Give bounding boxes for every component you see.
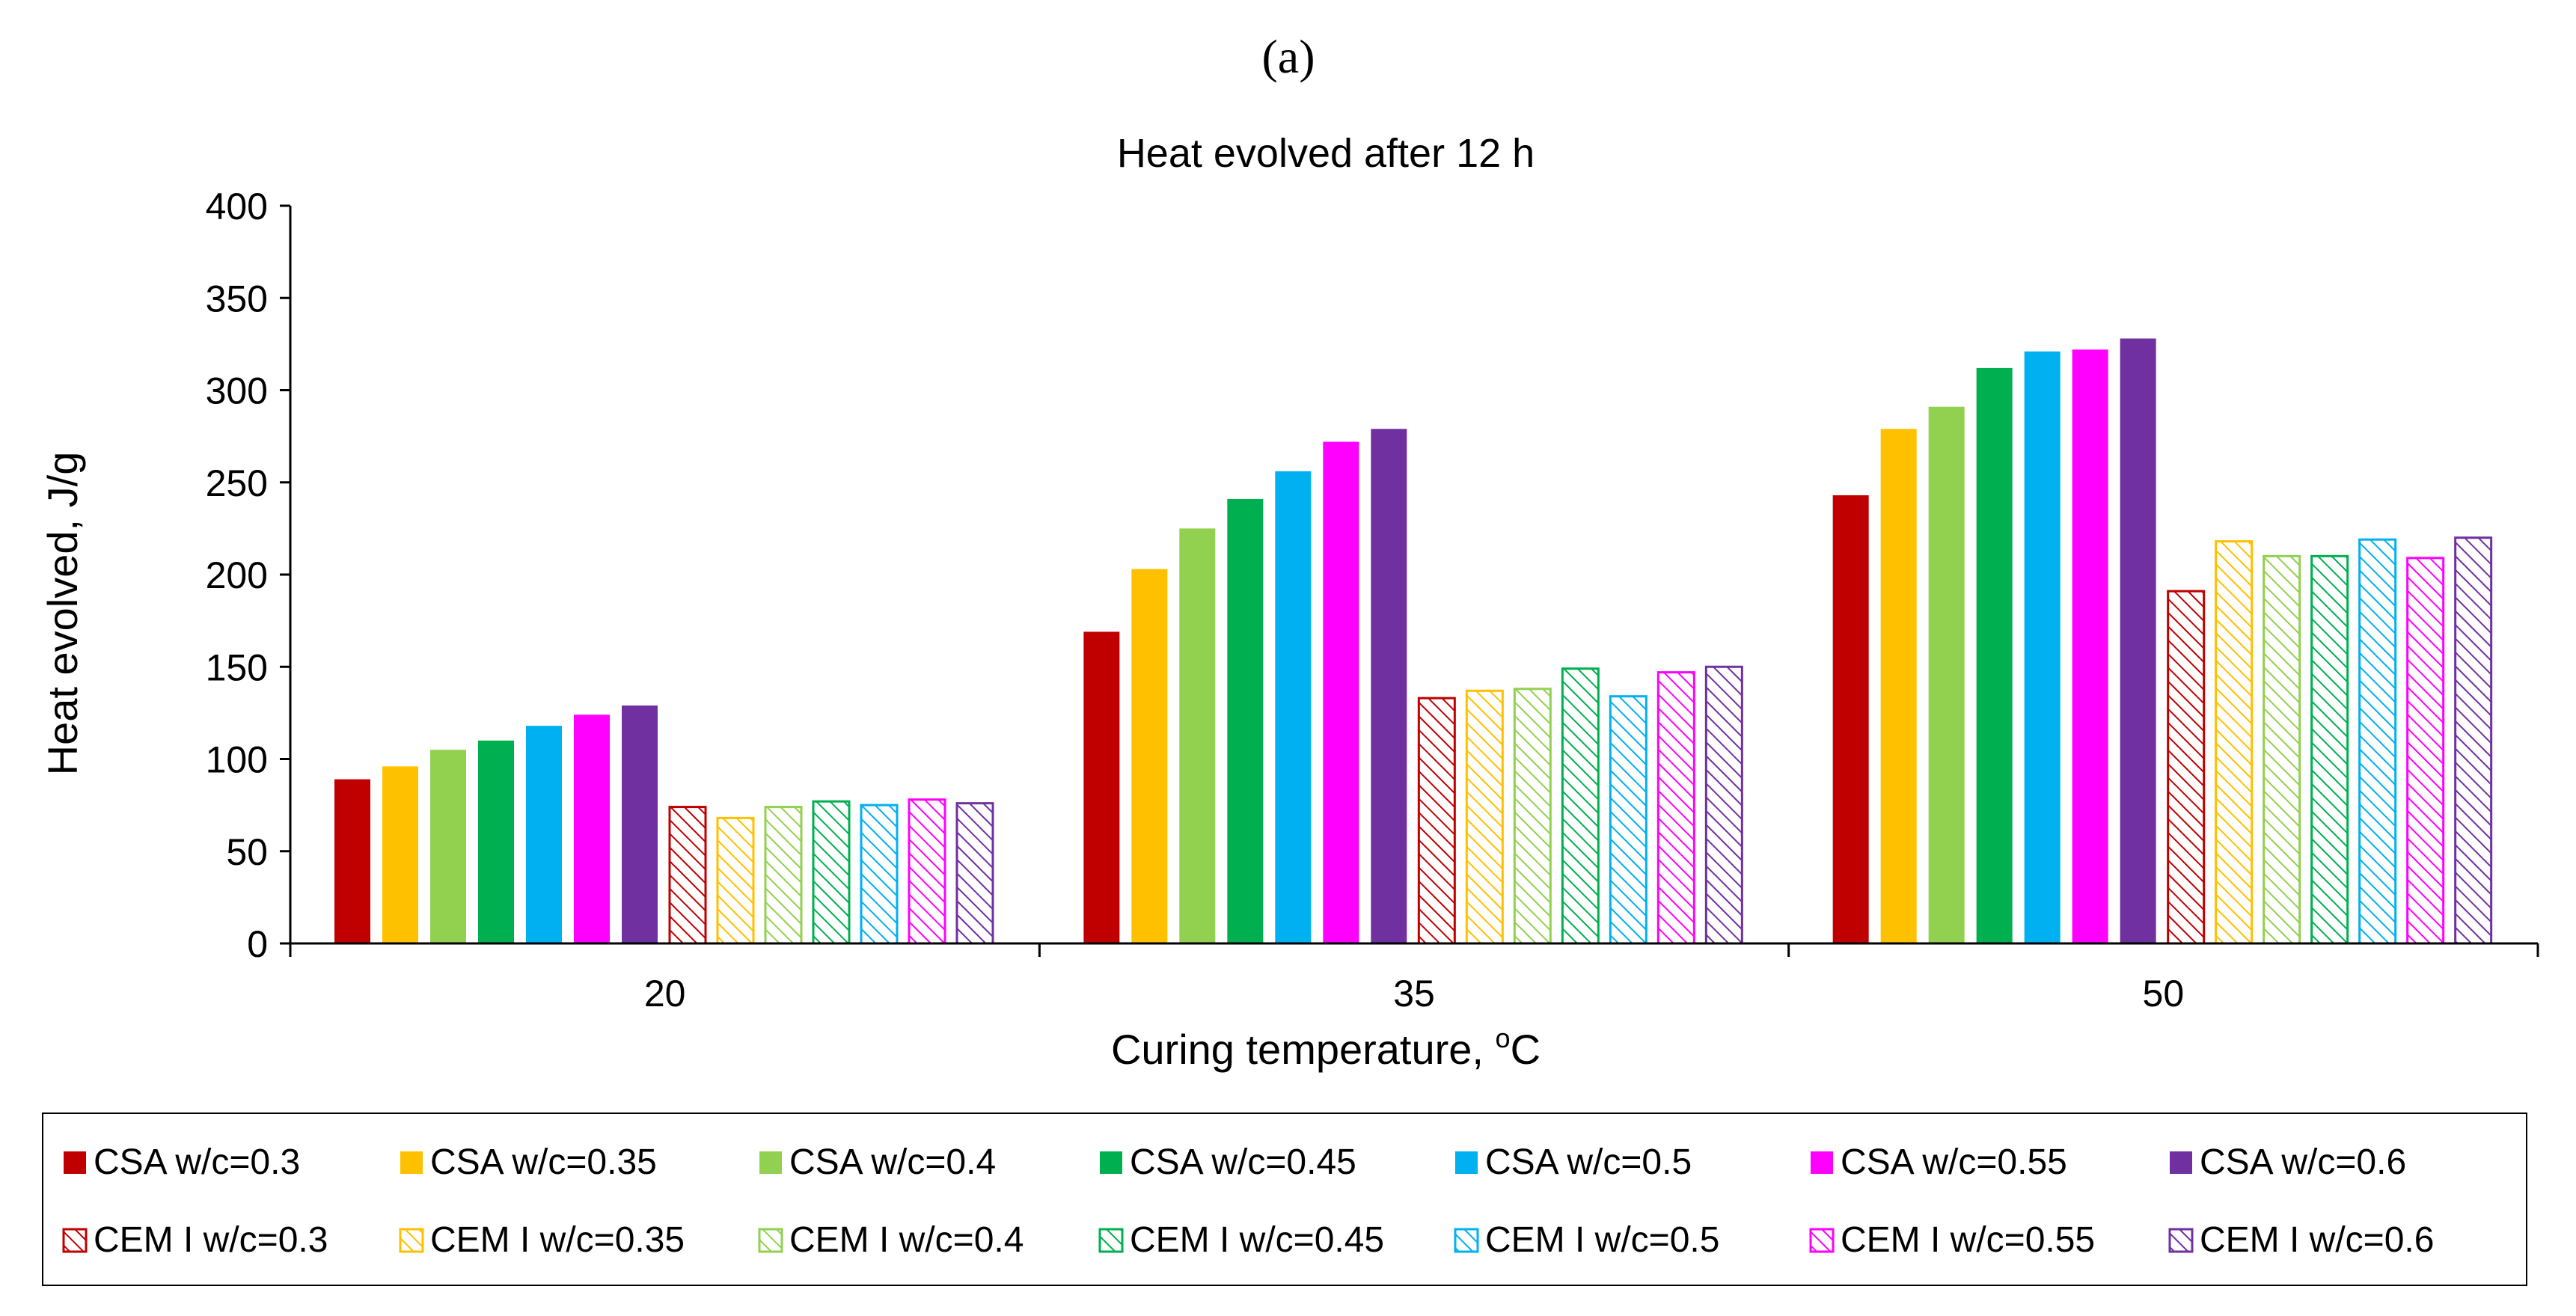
y-tick-label-400: 400: [206, 186, 268, 227]
legend: CSA w/c=0.3 CSA w/c=0.35 CSA w/c=0.4 CSA w/…: [62, 1142, 2434, 1260]
bar-cem-i-w-c-0-35-20: [716, 816, 755, 945]
y-tick-label-0: 0: [247, 923, 268, 965]
y-tick-label-200: 200: [206, 554, 268, 596]
x-axis-label-superscript: o: [1496, 1023, 1511, 1053]
legend-label-csa-w-c-0-35: CSA w/c=0.35: [430, 1142, 657, 1182]
bars-group: [334, 338, 2493, 945]
bar-csa-w-c-0-55-50: [2072, 349, 2108, 943]
bar-csa-w-c-0-3-50: [1832, 495, 1869, 943]
bar-cem-i-w-c-0-55-20: [908, 798, 946, 945]
bar-csa-w-c-0-6-50: [2120, 338, 2156, 944]
bar-cem-i-w-c-0-45-35: [1561, 667, 1600, 945]
bar-cem-i-w-c-0-3-50: [2167, 590, 2206, 945]
y-tick-label-50: 50: [226, 831, 268, 873]
bar-cem-i-w-c-0-45-50: [2310, 554, 2349, 945]
legend-label-cem-i-w-c-0-5: CEM I w/c=0.5: [1485, 1220, 1719, 1260]
y-tick-label-150: 150: [206, 646, 268, 688]
bar-csa-w-c-0-4-50: [1928, 406, 1965, 943]
legend-swatch-cem-i-w-c-0-4: [758, 1228, 783, 1253]
bar-cem-i-w-c-0-55-35: [1656, 671, 1695, 945]
bar-cem-i-w-c-0-35-35: [1465, 689, 1504, 945]
bar-csa-w-c-0-5-35: [1275, 471, 1312, 943]
bar-csa-w-c-0-45-20: [478, 740, 514, 943]
legend-label-csa-w-c-0-4: CSA w/c=0.4: [789, 1142, 996, 1182]
legend-label-csa-w-c-0-55: CSA w/c=0.55: [1841, 1142, 2067, 1182]
y-tick-label-100: 100: [206, 739, 268, 781]
bar-cem-i-w-c-0-3-35: [1417, 697, 1456, 945]
bar-cem-i-w-c-0-4-35: [1513, 688, 1552, 945]
bar-csa-w-c-0-35-20: [382, 766, 418, 943]
x-tick-label-35: 35: [1393, 973, 1435, 1014]
legend-swatch-csa-w-c-0-3: [64, 1151, 86, 1174]
bar-cem-i-w-c-0-4-20: [764, 806, 803, 945]
legend-label-csa-w-c-0-45: CSA w/c=0.45: [1130, 1142, 1356, 1182]
bar-csa-w-c-0-3-35: [1083, 631, 1120, 943]
axes-group: 0 50 100 150 200 250 300 350 400 20 35 50: [206, 186, 2539, 1014]
bar-csa-w-c-0-6-35: [1371, 429, 1407, 943]
legend-label-cem-i-w-c-0-45: CEM I w/c=0.45: [1130, 1220, 1384, 1260]
x-axis-label: Curing temperature, oC: [1111, 1023, 1541, 1073]
bar-cem-i-w-c-0-55-50: [2406, 557, 2445, 945]
bar-cem-i-w-c-0-5-50: [2358, 538, 2397, 945]
bar-csa-w-c-0-35-50: [1880, 429, 1917, 943]
y-axis-label: Heat evolved, J/g: [39, 452, 86, 776]
bar-cem-i-w-c-0-6-35: [1704, 665, 1743, 945]
chart-title: Heat evolved after 12 h: [1117, 131, 1535, 176]
legend-label-cem-i-w-c-0-55: CEM I w/c=0.55: [1841, 1220, 2095, 1260]
legend-swatch-csa-w-c-0-35: [400, 1151, 423, 1174]
legend-swatch-cem-i-w-c-0-45: [1098, 1228, 1124, 1253]
legend-swatch-csa-w-c-0-6: [2170, 1151, 2192, 1174]
panel-label: (a): [1261, 30, 1315, 83]
y-tick-label-300: 300: [206, 370, 268, 412]
legend-label-cem-i-w-c-0-6: CEM I w/c=0.6: [2200, 1220, 2434, 1260]
bar-csa-w-c-0-3-20: [334, 779, 370, 943]
legend-label-cem-i-w-c-0-4: CEM I w/c=0.4: [789, 1220, 1024, 1260]
legend-swatch-csa-w-c-0-45: [1100, 1151, 1122, 1174]
y-tick-label-350: 350: [206, 278, 268, 319]
legend-label-csa-w-c-0-6: CSA w/c=0.6: [2200, 1142, 2406, 1182]
x-tick-label-20: 20: [644, 973, 686, 1014]
legend-swatch-cem-i-w-c-0-5: [1454, 1228, 1479, 1253]
bar-cem-i-w-c-0-6-50: [2454, 536, 2493, 945]
legend-swatch-cem-i-w-c-0-3: [62, 1228, 88, 1253]
x-tick-label-50: 50: [2143, 973, 2185, 1014]
legend-label-csa-w-c-0-5: CSA w/c=0.5: [1485, 1142, 1692, 1182]
bar-cem-i-w-c-0-35-50: [2215, 540, 2254, 945]
bar-csa-w-c-0-55-20: [574, 714, 610, 943]
legend-label-cem-i-w-c-0-35: CEM I w/c=0.35: [430, 1220, 685, 1260]
bar-csa-w-c-0-4-20: [430, 750, 466, 943]
legend-swatch-cem-i-w-c-0-6: [2168, 1228, 2194, 1253]
y-tick-label-250: 250: [206, 462, 268, 504]
bar-csa-w-c-0-5-50: [2024, 351, 2061, 943]
legend-label-cem-i-w-c-0-3: CEM I w/c=0.3: [94, 1220, 328, 1260]
bar-csa-w-c-0-45-50: [1976, 367, 2013, 943]
x-axis-label-main: Curing temperature,: [1111, 1026, 1496, 1073]
legend-box: [42, 1113, 2527, 1286]
legend-label-csa-w-c-0-3: CSA w/c=0.3: [94, 1142, 300, 1182]
legend-swatch-cem-i-w-c-0-55: [1809, 1228, 1835, 1253]
bar-cem-i-w-c-0-3-20: [668, 806, 707, 945]
bar-csa-w-c-0-45-35: [1227, 498, 1264, 943]
bar-csa-w-c-0-4-35: [1179, 528, 1216, 943]
legend-swatch-cem-i-w-c-0-35: [399, 1228, 424, 1253]
bar-csa-w-c-0-6-20: [622, 706, 658, 943]
legend-swatch-csa-w-c-0-55: [1811, 1151, 1833, 1174]
x-axis-label-unit: C: [1511, 1026, 1541, 1073]
bar-cem-i-w-c-0-5-20: [860, 804, 899, 945]
bar-cem-i-w-c-0-45-20: [812, 800, 851, 945]
bar-csa-w-c-0-55-35: [1323, 441, 1359, 943]
bar-cem-i-w-c-0-4-50: [2263, 554, 2301, 945]
legend-swatch-csa-w-c-0-5: [1455, 1151, 1478, 1174]
bar-csa-w-c-0-5-20: [526, 726, 562, 943]
bar-cem-i-w-c-0-6-20: [955, 802, 994, 945]
legend-swatch-csa-w-c-0-4: [759, 1151, 782, 1174]
bar-csa-w-c-0-35-35: [1131, 569, 1168, 943]
bar-cem-i-w-c-0-5-35: [1609, 695, 1648, 945]
